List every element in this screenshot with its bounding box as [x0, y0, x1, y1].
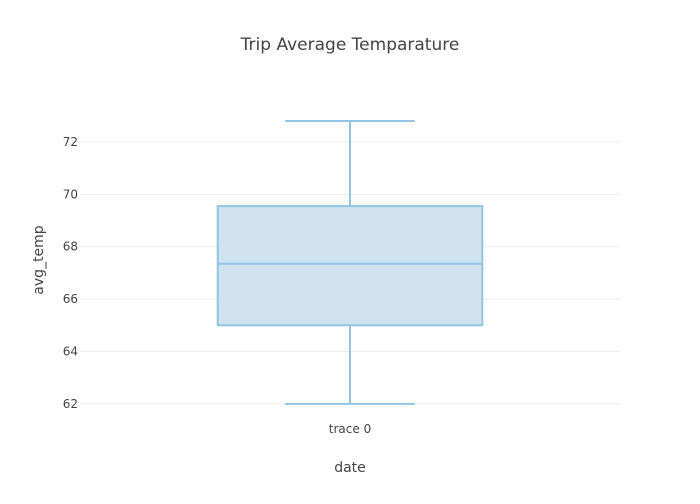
y-tick-label: 66: [63, 292, 78, 306]
x-tick-label: trace 0: [329, 422, 371, 436]
y-tick-label: 62: [63, 397, 78, 411]
x-axis-title: date: [334, 460, 366, 476]
x-axis-ticks: trace 0: [329, 422, 371, 436]
y-tick-label: 68: [63, 240, 78, 254]
y-tick-label: 64: [63, 345, 78, 359]
box-traces: [216, 119, 484, 405]
y-tick-label: 70: [63, 187, 78, 201]
chart-title: Trip Average Temparature: [240, 35, 460, 55]
y-tick-label: 72: [63, 135, 78, 149]
y-axis-ticks: 62 64 66 68 70 72: [63, 135, 78, 411]
box-iqr: [216, 205, 484, 327]
box-trace: [216, 119, 484, 405]
y-axis-title: avg_temp: [31, 225, 47, 294]
